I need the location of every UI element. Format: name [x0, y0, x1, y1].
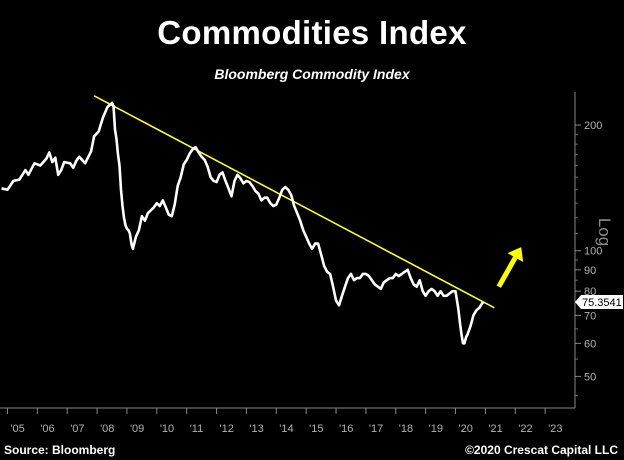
x-tick-label: '06: [40, 423, 54, 435]
x-tick-label: '22: [518, 423, 532, 435]
x-tick-label: '14: [279, 423, 293, 435]
source-note: Source: Bloomberg: [4, 443, 116, 457]
x-tick-label: '12: [220, 423, 234, 435]
x-tick-label: '21: [488, 423, 502, 435]
y-tick-label: 200: [584, 120, 602, 132]
index-series-line: [1, 101, 485, 345]
last-value-label: 75.3541: [582, 297, 622, 309]
x-tick-label: '18: [399, 423, 413, 435]
x-tick-label: '11: [190, 423, 204, 435]
x-tick-label: '15: [309, 423, 323, 435]
upward-arrow-icon: [496, 247, 524, 288]
y-tick-label: 70: [584, 310, 596, 322]
y-tick-label: 90: [584, 265, 596, 277]
x-tick-label: '20: [459, 423, 473, 435]
x-tick-label: '10: [160, 423, 174, 435]
x-tick-label: '16: [339, 423, 353, 435]
x-tick-label: '09: [130, 423, 144, 435]
chart-subtitle: Bloomberg Commodity Index: [214, 66, 410, 82]
y-axis-title: Log: [595, 218, 614, 246]
x-tick-label: '07: [70, 423, 84, 435]
x-tick-label: '17: [369, 423, 383, 435]
y-tick-label: 60: [584, 338, 596, 350]
x-tick-label: '08: [100, 423, 114, 435]
copyright-note: ©2020 Crescat Capital LLC: [465, 443, 618, 457]
y-tick-label: 100: [584, 246, 602, 258]
chart-title: Commodities Index: [157, 14, 467, 51]
x-tick-label: '05: [10, 423, 24, 435]
x-tick-label: '19: [429, 423, 443, 435]
last-value-tag: 75.3541: [575, 295, 623, 310]
x-tick-label: '23: [548, 423, 562, 435]
y-tick-label: 50: [584, 371, 596, 383]
x-tick-label: '13: [249, 423, 263, 435]
